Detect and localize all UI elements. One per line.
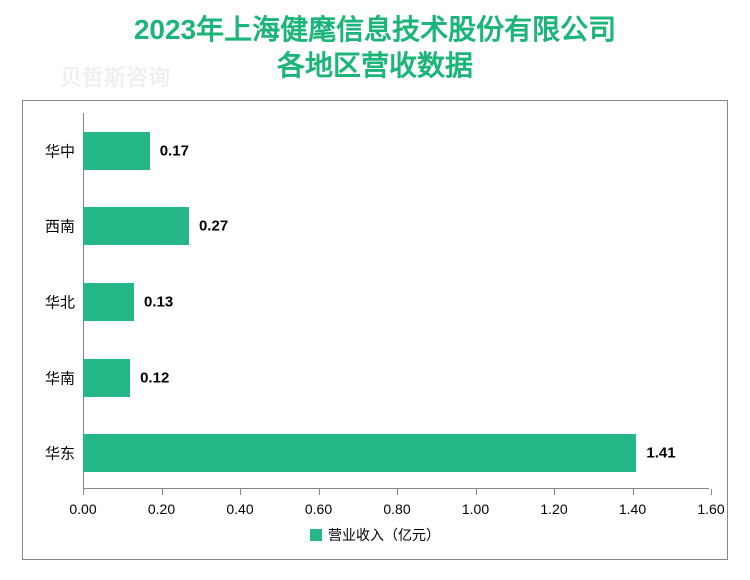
y-category-label: 华中	[31, 140, 75, 161]
chart-area: 0.17 0.27 0.13 0.12 1.41 0.00 0.20 0.40 0.60 0.8…	[22, 100, 728, 560]
watermark: 贝哲斯咨询	[60, 60, 170, 92]
legend-label: 营业收入（亿元）	[328, 525, 440, 545]
chart-container: 贝哲斯咨询 贝哲斯咨询 贝哲斯咨询 2023年上海健麾信息技术股份有限公司 各地…	[0, 0, 750, 580]
x-tick	[319, 489, 320, 495]
y-category-label: 华北	[31, 292, 75, 313]
y-category-label: 华东	[31, 443, 75, 464]
bar	[83, 283, 134, 321]
bar-value-label: 0.12	[140, 369, 169, 386]
x-tick	[476, 489, 477, 495]
x-tick-label: 1.20	[540, 501, 567, 517]
legend: 营业收入（亿元）	[310, 525, 440, 545]
x-tick-label: 0.80	[383, 501, 410, 517]
x-tick-label: 0.20	[148, 501, 175, 517]
x-tick	[240, 489, 241, 495]
x-tick	[633, 489, 634, 495]
bar-value-label: 0.17	[160, 142, 189, 159]
x-tick	[162, 489, 163, 495]
x-tick	[711, 489, 712, 495]
x-tick-label: 0.40	[226, 501, 253, 517]
x-tick-label: 0.00	[69, 501, 96, 517]
y-category-label: 华南	[31, 367, 75, 388]
bar-value-label: 1.41	[646, 445, 675, 462]
x-tick-label: 0.60	[305, 501, 332, 517]
x-axis-line	[83, 488, 709, 489]
x-tick	[83, 489, 84, 495]
plot-area: 0.170.270.130.121.41 0.000.200.400.600.8…	[83, 113, 709, 489]
bar	[83, 359, 130, 397]
x-tick	[397, 489, 398, 495]
x-tick-label: 1.60	[697, 501, 724, 517]
y-category-label: 西南	[31, 216, 75, 237]
x-tick-label: 1.40	[619, 501, 646, 517]
chart-title-line1: 2023年上海健麾信息技术股份有限公司	[0, 12, 750, 48]
legend-swatch	[310, 529, 322, 541]
x-tick-label: 1.00	[462, 501, 489, 517]
bar-value-label: 0.27	[199, 218, 228, 235]
bar-value-label: 0.13	[144, 294, 173, 311]
x-tick	[554, 489, 555, 495]
bar	[83, 132, 150, 170]
bar	[83, 434, 636, 472]
bar	[83, 207, 189, 245]
